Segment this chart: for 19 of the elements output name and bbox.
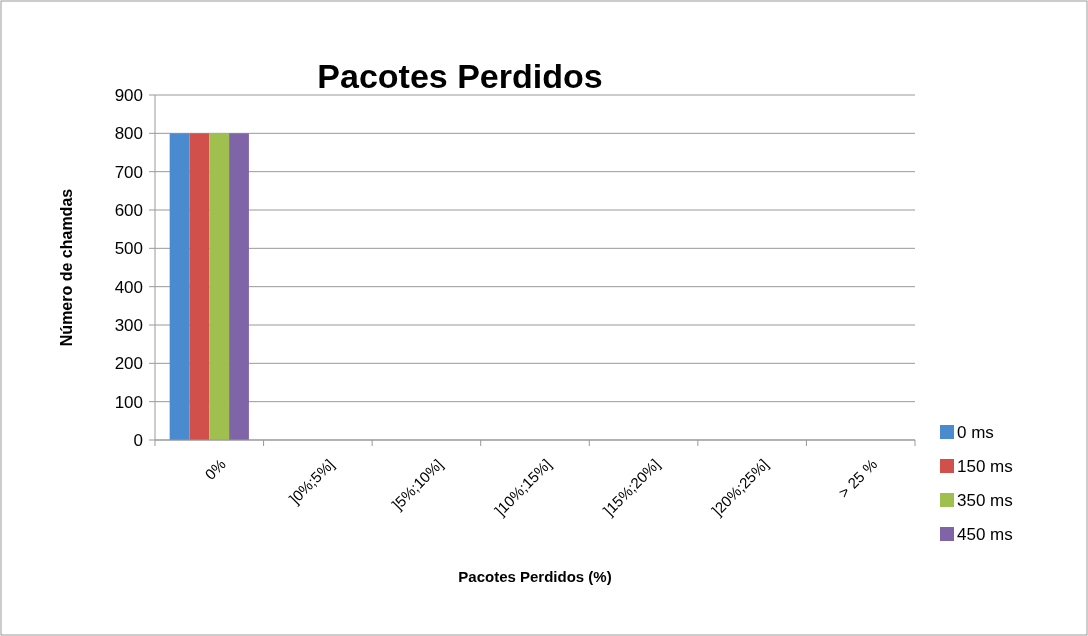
legend-label: 150 ms: [957, 456, 1013, 476]
y-tick-label: 700: [114, 162, 143, 182]
y-tick-label: 200: [114, 354, 143, 374]
y-axis-title: Número de chamdas: [58, 188, 75, 347]
x-axis-title: Pacotes Perdidos (%): [458, 568, 612, 585]
x-tick-label: 0%: [201, 455, 229, 483]
y-tick-label: 600: [114, 200, 143, 220]
legend-label: 0 ms: [957, 422, 994, 442]
legend-label: 350 ms: [957, 490, 1013, 510]
legend-label: 450 ms: [957, 524, 1013, 544]
y-tick-label: 100: [114, 392, 143, 412]
y-tick-label: 900: [114, 85, 143, 105]
y-tick-label: 300: [114, 315, 143, 335]
y-tick-label: 0: [133, 430, 143, 450]
y-tick-label: 800: [114, 124, 143, 144]
x-tick-label: > 25 %: [834, 455, 881, 501]
y-tick-label: 500: [114, 239, 143, 259]
y-tick-label: 400: [114, 277, 143, 297]
chart-title: Pacotes Perdidos: [317, 57, 603, 95]
